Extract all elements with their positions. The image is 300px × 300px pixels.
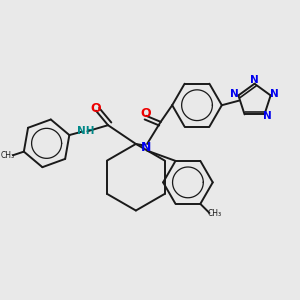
Text: CH₃: CH₃ (0, 152, 15, 160)
Text: N: N (270, 88, 279, 99)
Text: N: N (140, 141, 151, 154)
Text: N: N (250, 75, 259, 85)
Text: O: O (140, 107, 151, 120)
Text: N: N (230, 89, 239, 99)
Text: CH₃: CH₃ (207, 209, 221, 218)
Text: O: O (90, 102, 101, 115)
Text: NH: NH (77, 126, 94, 136)
Text: N: N (263, 111, 272, 121)
